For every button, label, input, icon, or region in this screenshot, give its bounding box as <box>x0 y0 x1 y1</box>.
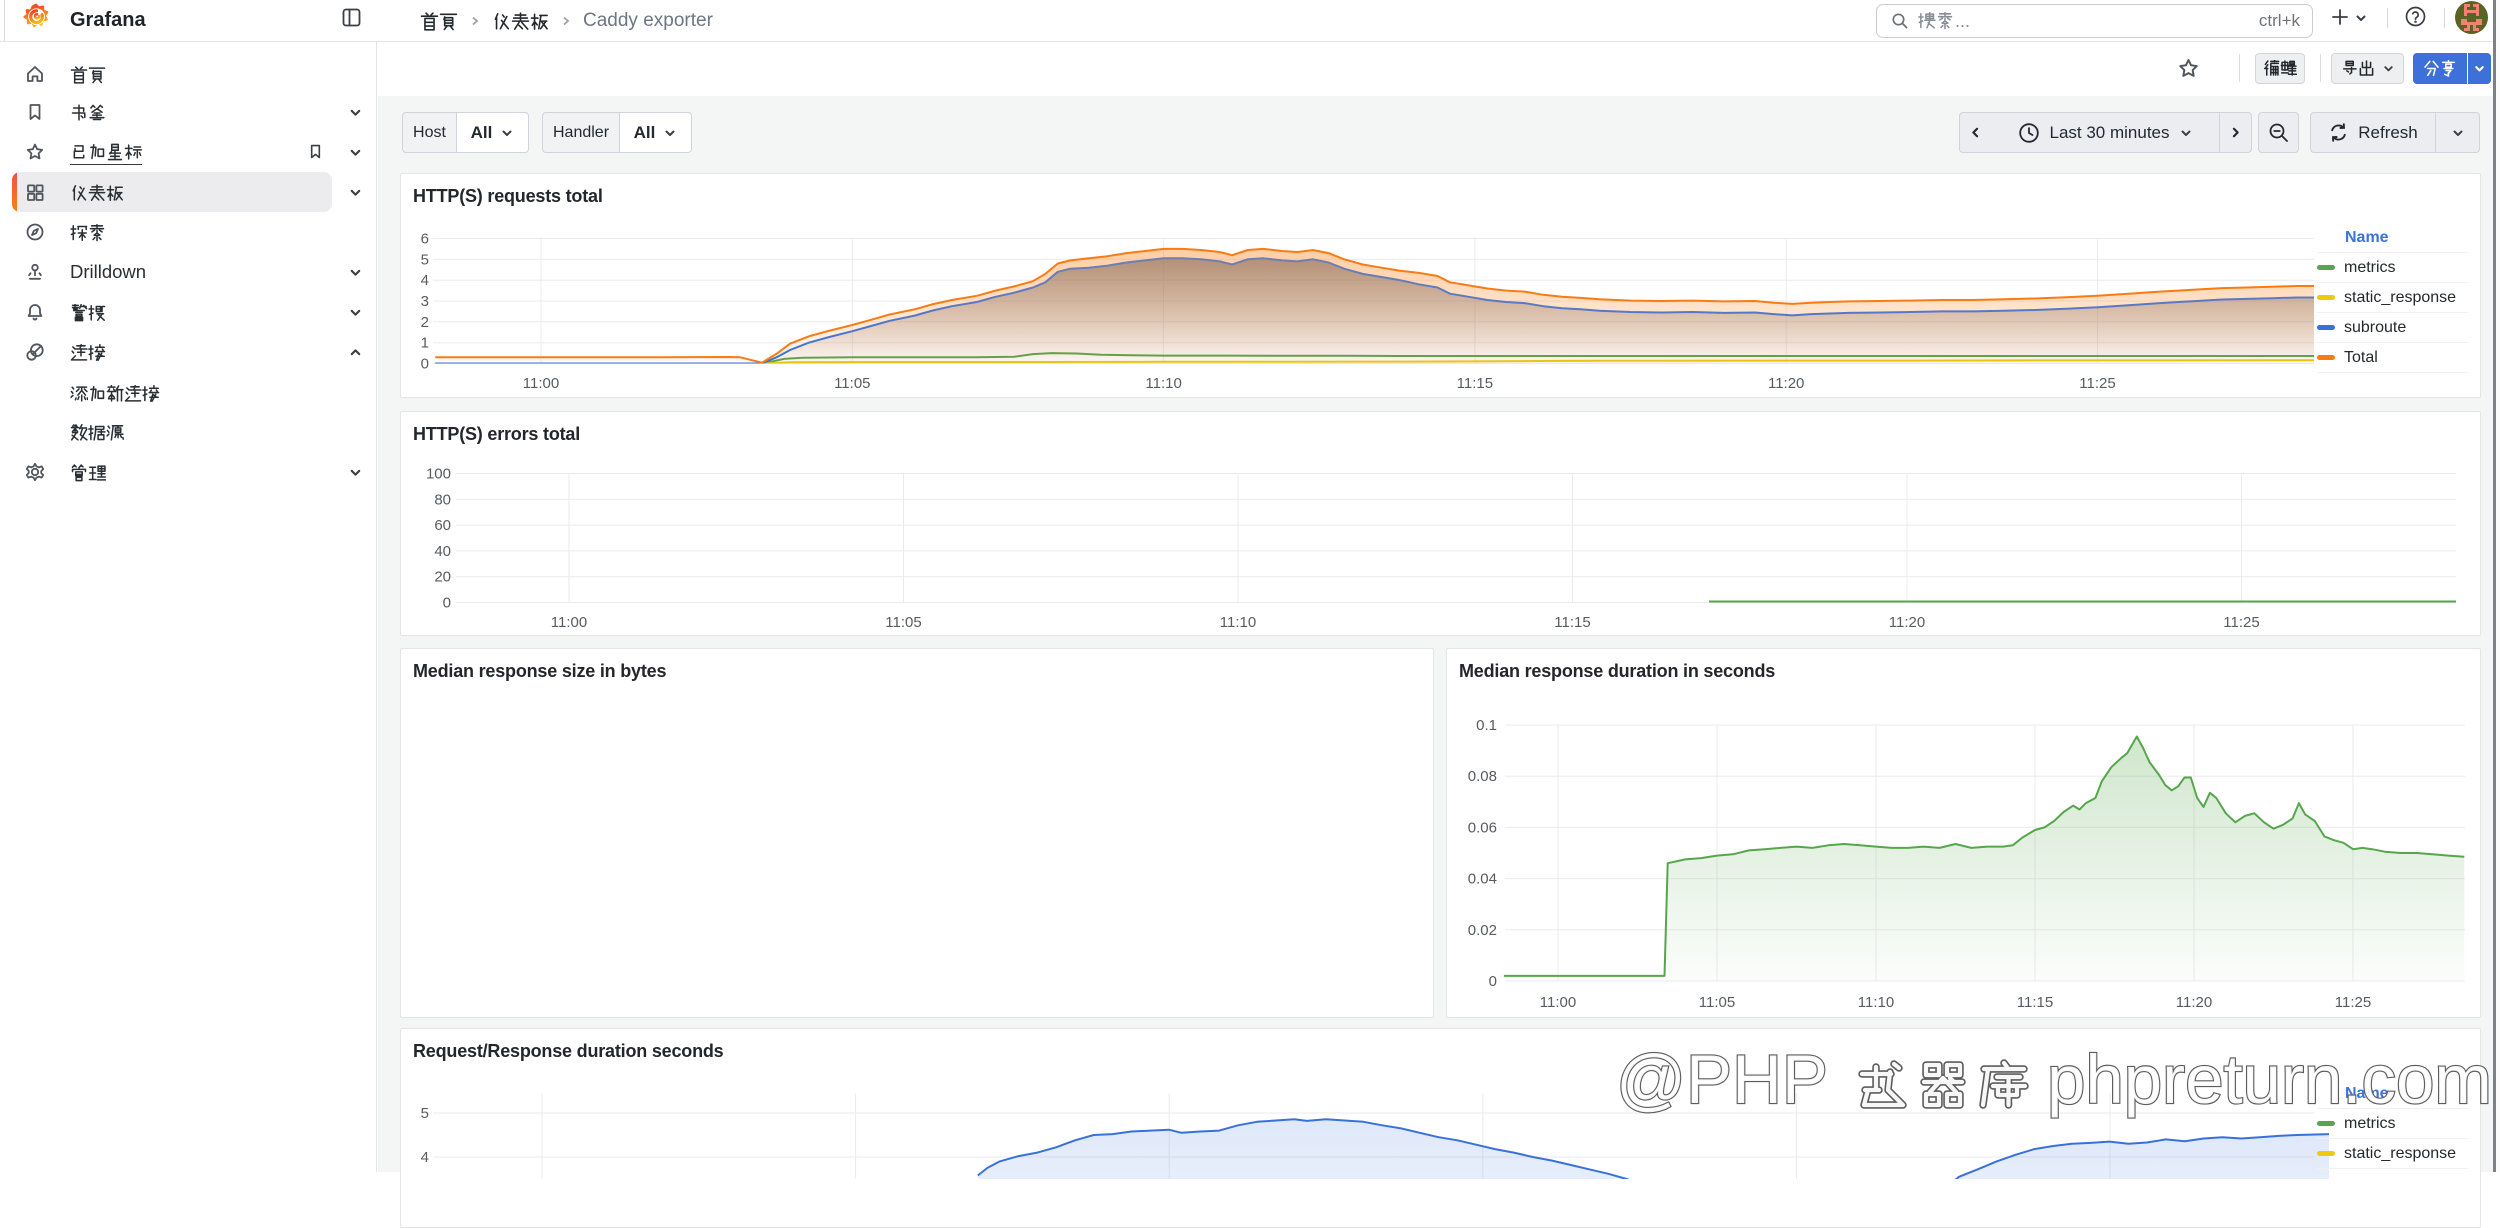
svg-text:20: 20 <box>434 569 451 586</box>
svg-text:11:20: 11:20 <box>1889 614 1925 631</box>
svg-text:11:10: 11:10 <box>1858 994 1894 1011</box>
svg-text:11:00: 11:00 <box>551 614 587 631</box>
svg-text:80: 80 <box>434 491 451 508</box>
svg-text:4: 4 <box>421 272 429 289</box>
svg-text:5: 5 <box>421 1105 429 1122</box>
svg-text:0.04: 0.04 <box>1468 871 1497 888</box>
svg-text:11:15: 11:15 <box>1457 375 1493 392</box>
svg-text:0.1: 0.1 <box>1476 717 1497 734</box>
svg-text:60: 60 <box>434 517 451 534</box>
svg-text:0.02: 0.02 <box>1468 922 1497 939</box>
svg-text:0: 0 <box>1489 973 1497 990</box>
svg-text:11:25: 11:25 <box>2079 375 2115 392</box>
svg-text:0.08: 0.08 <box>1468 768 1497 785</box>
svg-text:0: 0 <box>443 595 451 612</box>
svg-text:11:00: 11:00 <box>1540 994 1576 1011</box>
svg-text:@PHP: @PHP <box>1616 1041 1828 1118</box>
svg-text:11:05: 11:05 <box>885 614 921 631</box>
svg-text:phpreturn.com: phpreturn.com <box>2047 1041 2492 1118</box>
svg-text:11:15: 11:15 <box>2017 994 2053 1011</box>
svg-text:0: 0 <box>421 356 429 373</box>
svg-text:11:10: 11:10 <box>1145 375 1181 392</box>
svg-text:40: 40 <box>434 543 451 560</box>
svg-text:6: 6 <box>421 231 429 248</box>
svg-text:5: 5 <box>421 251 429 268</box>
svg-text:1: 1 <box>421 335 429 352</box>
svg-text:11:25: 11:25 <box>2223 614 2259 631</box>
svg-text:0.06: 0.06 <box>1468 819 1497 836</box>
svg-text:11:25: 11:25 <box>2335 994 2371 1011</box>
svg-text:2: 2 <box>421 314 429 331</box>
svg-text:11:00: 11:00 <box>523 375 559 392</box>
svg-text:11:05: 11:05 <box>1699 994 1735 1011</box>
svg-text:11:20: 11:20 <box>2176 994 2212 1011</box>
svg-text:11:15: 11:15 <box>1554 614 1590 631</box>
svg-text:4: 4 <box>421 1149 429 1166</box>
svg-text:11:20: 11:20 <box>1768 375 1804 392</box>
svg-text:11:10: 11:10 <box>1220 614 1256 631</box>
svg-text:3: 3 <box>421 293 429 310</box>
svg-text:100: 100 <box>426 466 451 483</box>
svg-text:11:05: 11:05 <box>834 375 870 392</box>
